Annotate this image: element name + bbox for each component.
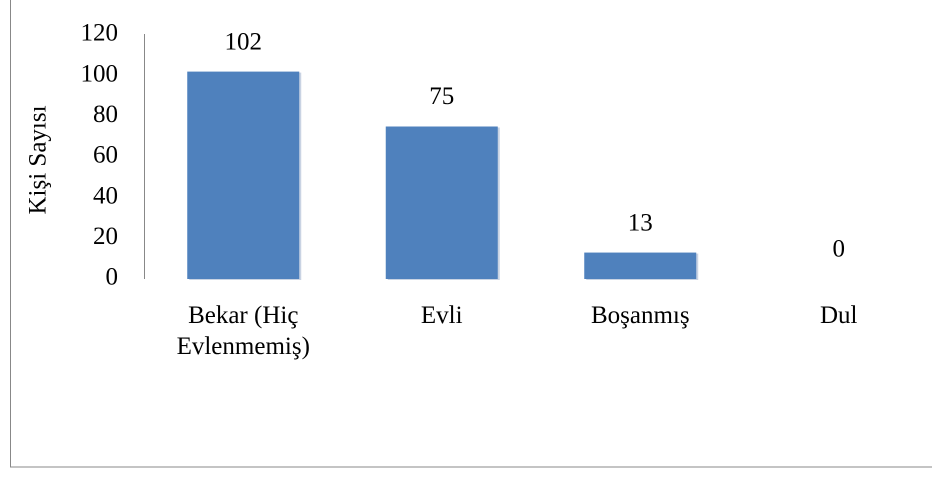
value-label: 0	[833, 236, 846, 263]
value-label: 13	[628, 209, 653, 236]
chart-border	[10, 0, 932, 468]
x-tick-label: Bekar (Hiç Evlenmemiş)	[176, 302, 310, 360]
y-axis-label: Kişi Sayısı	[25, 105, 52, 214]
y-tick-label: 0	[106, 264, 119, 291]
bar	[187, 71, 300, 279]
y-tick-label: 120	[81, 20, 119, 47]
value-label: 75	[429, 83, 454, 110]
x-tick-label: Boşanmış	[590, 302, 690, 329]
bar	[385, 126, 498, 279]
value-label: 102	[225, 28, 263, 55]
x-tick-label: Evli	[420, 302, 463, 329]
y-tick-label: 20	[93, 223, 118, 250]
y-tick-label: 60	[93, 142, 118, 169]
bar	[584, 252, 697, 279]
x-tick-label: Dul	[820, 302, 858, 329]
y-tick-label: 40	[93, 182, 118, 209]
y-tick-label: 100	[81, 60, 119, 87]
y-tick-label: 80	[93, 101, 118, 128]
